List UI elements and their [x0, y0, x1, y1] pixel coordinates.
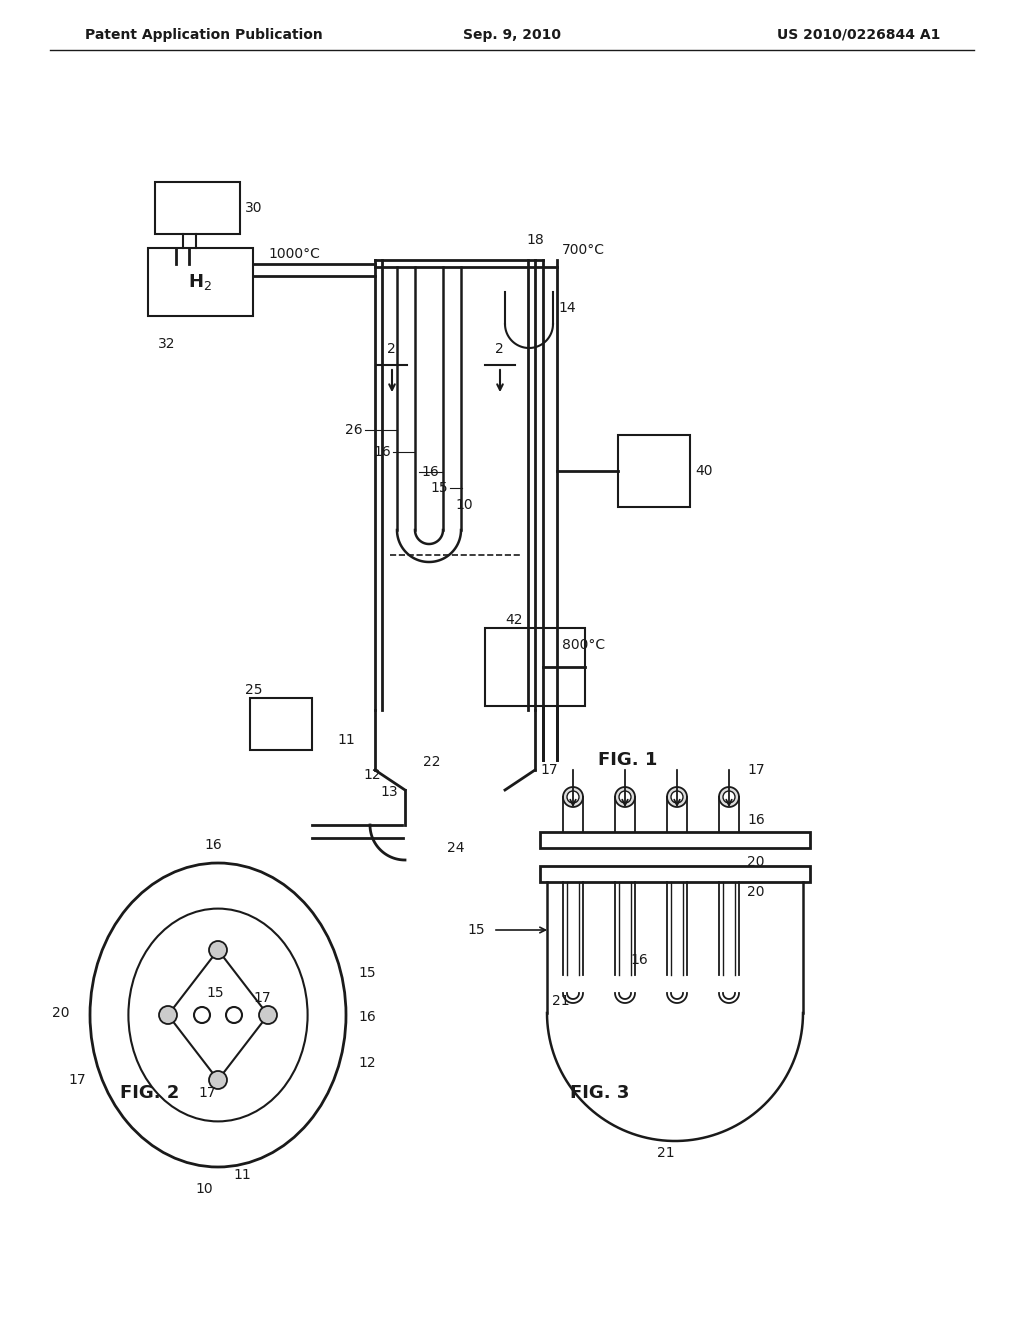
Text: 12: 12	[362, 768, 381, 781]
Text: FIG. 3: FIG. 3	[570, 1084, 630, 1102]
Circle shape	[615, 787, 635, 807]
Text: 26: 26	[345, 422, 362, 437]
Circle shape	[618, 791, 631, 803]
Text: Patent Application Publication: Patent Application Publication	[85, 28, 323, 42]
Bar	[250, 698, 312, 750]
Text: 15: 15	[206, 986, 223, 1001]
Text: 14: 14	[558, 301, 575, 315]
Bar	[485, 628, 585, 706]
Text: 2: 2	[495, 342, 504, 356]
Text: 16: 16	[746, 813, 765, 828]
Circle shape	[209, 1071, 227, 1089]
Text: 17: 17	[541, 763, 558, 777]
Bar	[540, 832, 810, 847]
Circle shape	[667, 787, 687, 807]
Text: 16: 16	[204, 838, 222, 851]
Text: 20: 20	[746, 855, 765, 869]
Text: 24: 24	[447, 841, 465, 855]
Text: 11: 11	[337, 733, 354, 747]
Text: US 2010/0226844 A1: US 2010/0226844 A1	[776, 28, 940, 42]
Text: 12: 12	[358, 1056, 376, 1071]
Text: 18: 18	[526, 234, 544, 247]
Text: 16: 16	[358, 1010, 376, 1024]
Text: 16: 16	[630, 953, 648, 968]
Text: 13: 13	[380, 785, 397, 799]
Circle shape	[159, 1006, 177, 1024]
Text: 15: 15	[467, 923, 485, 937]
Text: FIG. 1: FIG. 1	[598, 751, 657, 770]
Text: 16: 16	[421, 465, 438, 479]
Text: FIG. 2: FIG. 2	[120, 1084, 179, 1102]
Text: 25: 25	[245, 682, 262, 697]
Text: 21: 21	[552, 994, 569, 1008]
Text: 10: 10	[455, 498, 473, 512]
Text: 17: 17	[198, 1086, 216, 1100]
Bar	[540, 866, 810, 882]
Circle shape	[563, 787, 583, 807]
Text: Sep. 9, 2010: Sep. 9, 2010	[463, 28, 561, 42]
Text: 20: 20	[52, 1006, 70, 1020]
Bar	[148, 248, 253, 315]
Text: 17: 17	[746, 763, 765, 777]
Text: 15: 15	[358, 966, 376, 979]
Text: 30: 30	[245, 201, 262, 215]
Text: 800°C: 800°C	[562, 638, 605, 652]
Text: H$_2$: H$_2$	[188, 272, 212, 292]
Text: 11: 11	[233, 1168, 251, 1181]
Circle shape	[567, 791, 579, 803]
Text: 21: 21	[657, 1146, 675, 1160]
Text: 40: 40	[695, 465, 713, 478]
Bar	[155, 182, 240, 234]
Text: 22: 22	[423, 755, 440, 770]
Text: 10: 10	[196, 1181, 213, 1196]
Text: 700°C: 700°C	[562, 243, 605, 257]
Text: 1000°C: 1000°C	[268, 247, 319, 261]
Text: 16: 16	[374, 445, 391, 459]
Text: 42: 42	[505, 612, 522, 627]
Text: 15: 15	[430, 480, 449, 495]
Text: 17: 17	[253, 991, 270, 1005]
Text: 17: 17	[68, 1073, 86, 1086]
Bar	[618, 436, 690, 507]
Circle shape	[209, 941, 227, 960]
Text: 20: 20	[746, 884, 765, 899]
Circle shape	[723, 791, 735, 803]
Text: 2: 2	[387, 342, 395, 356]
Circle shape	[719, 787, 739, 807]
Circle shape	[259, 1006, 278, 1024]
Circle shape	[671, 791, 683, 803]
Text: 32: 32	[158, 337, 175, 351]
